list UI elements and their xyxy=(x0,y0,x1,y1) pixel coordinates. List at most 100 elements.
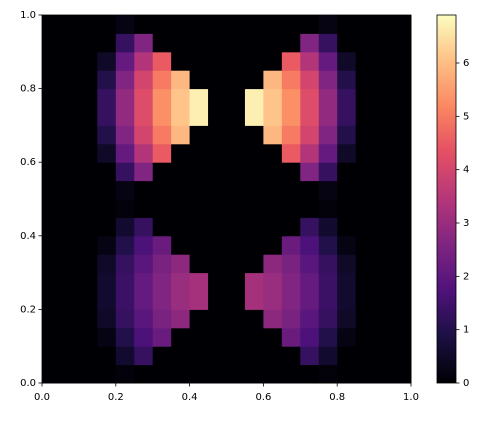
heatmap-cell xyxy=(226,15,246,34)
heatmap-cell xyxy=(152,70,172,90)
heatmap-cell xyxy=(355,254,375,274)
heatmap-cell xyxy=(115,143,135,163)
heatmap-cell xyxy=(281,364,301,384)
heatmap-cell xyxy=(244,51,264,71)
heatmap-cell xyxy=(226,254,246,274)
heatmap-cell xyxy=(78,33,98,53)
heatmap-cell xyxy=(60,272,80,292)
heatmap-cell xyxy=(337,217,357,237)
heatmap-cell xyxy=(263,254,283,274)
heatmap-cell xyxy=(392,70,412,90)
heatmap-cell xyxy=(300,235,320,255)
heatmap-cell xyxy=(42,51,61,71)
heatmap-cell xyxy=(392,217,412,237)
heatmap-cell xyxy=(134,346,154,366)
heatmap-cell xyxy=(134,33,154,53)
heatmap-cell xyxy=(152,217,172,237)
heatmap-cell xyxy=(78,346,98,366)
heatmap-cell xyxy=(171,180,191,200)
heatmap-cell xyxy=(42,235,61,255)
heatmap-cell xyxy=(78,51,98,71)
heatmap-cell xyxy=(263,272,283,292)
heatmap-cell xyxy=(189,327,209,347)
heatmap-cell xyxy=(78,88,98,108)
heatmap-cell xyxy=(244,88,264,108)
heatmap-cell xyxy=(263,180,283,200)
heatmap-cell xyxy=(263,51,283,71)
heatmap-cell xyxy=(281,180,301,200)
colorbar-tick-label: 3 xyxy=(463,218,469,229)
heatmap-cell xyxy=(337,364,357,384)
heatmap-cell xyxy=(355,272,375,292)
heatmap-cell xyxy=(244,291,264,310)
heatmap-cell xyxy=(171,272,191,292)
heatmap-cell xyxy=(281,272,301,292)
heatmap-cell xyxy=(263,291,283,310)
heatmap-cell xyxy=(226,107,246,126)
heatmap-cell xyxy=(337,272,357,292)
heatmap-cell xyxy=(115,235,135,255)
heatmap-cell xyxy=(78,327,98,347)
heatmap-cell xyxy=(355,346,375,366)
heatmap-cell xyxy=(318,217,338,237)
heatmap-cell xyxy=(152,199,172,218)
heatmap-cell xyxy=(171,309,191,329)
heatmap-cell xyxy=(281,291,301,310)
heatmap-cell xyxy=(226,346,246,366)
heatmap-cell xyxy=(115,217,135,237)
colorbar-tick-label: 6 xyxy=(463,58,469,69)
heatmap-cell xyxy=(226,143,246,163)
heatmap-cell xyxy=(281,346,301,366)
heatmap-cell xyxy=(263,33,283,53)
heatmap-cell xyxy=(134,364,154,384)
heatmap-cell xyxy=(208,162,227,182)
heatmap-cell xyxy=(152,327,172,347)
heatmap-cell xyxy=(152,309,172,329)
heatmap-cell xyxy=(392,346,412,366)
heatmap-cell xyxy=(226,51,246,71)
heatmap-cell xyxy=(115,309,135,329)
heatmap-cell xyxy=(115,180,135,200)
heatmap-cell xyxy=(263,346,283,366)
heatmap-cell xyxy=(281,199,301,218)
heatmap-cell xyxy=(300,70,320,90)
heatmap-cell xyxy=(171,217,191,237)
heatmap-cell xyxy=(189,235,209,255)
heatmap-cell xyxy=(115,364,135,384)
heatmap-cell xyxy=(300,33,320,53)
heatmap-cell xyxy=(392,291,412,310)
heatmap-cell xyxy=(60,346,80,366)
heatmap-cell xyxy=(318,162,338,182)
heatmap-cell xyxy=(281,33,301,53)
heatmap-cell xyxy=(337,327,357,347)
heatmap-cell xyxy=(134,217,154,237)
heatmap-cell xyxy=(226,291,246,310)
heatmap-cell xyxy=(97,180,117,200)
heatmap-cell xyxy=(226,162,246,182)
heatmap-cell xyxy=(263,235,283,255)
colorbar-tick-label: 4 xyxy=(463,165,469,176)
heatmap-cell xyxy=(355,33,375,53)
heatmap-cell xyxy=(355,162,375,182)
heatmap-cell xyxy=(97,143,117,163)
heatmap-cell xyxy=(97,364,117,384)
heatmap-cell xyxy=(189,143,209,163)
heatmap-cell xyxy=(374,51,394,71)
heatmap-cell xyxy=(97,88,117,108)
heatmap-cell xyxy=(244,33,264,53)
y-tick-label: 0.2 xyxy=(20,304,36,315)
heatmap-cell xyxy=(244,254,264,274)
heatmap-cell xyxy=(244,143,264,163)
heatmap-cell xyxy=(152,235,172,255)
heatmap-cell xyxy=(42,143,61,163)
heatmap-cell xyxy=(263,309,283,329)
heatmap-cell xyxy=(318,143,338,163)
heatmap-cell xyxy=(152,125,172,145)
heatmap-cell xyxy=(374,327,394,347)
heatmap-cell xyxy=(42,15,61,34)
heatmap-cell xyxy=(337,88,357,108)
heatmap-cell xyxy=(208,88,227,108)
heatmap-cell xyxy=(337,51,357,71)
heatmap-cell xyxy=(97,51,117,71)
